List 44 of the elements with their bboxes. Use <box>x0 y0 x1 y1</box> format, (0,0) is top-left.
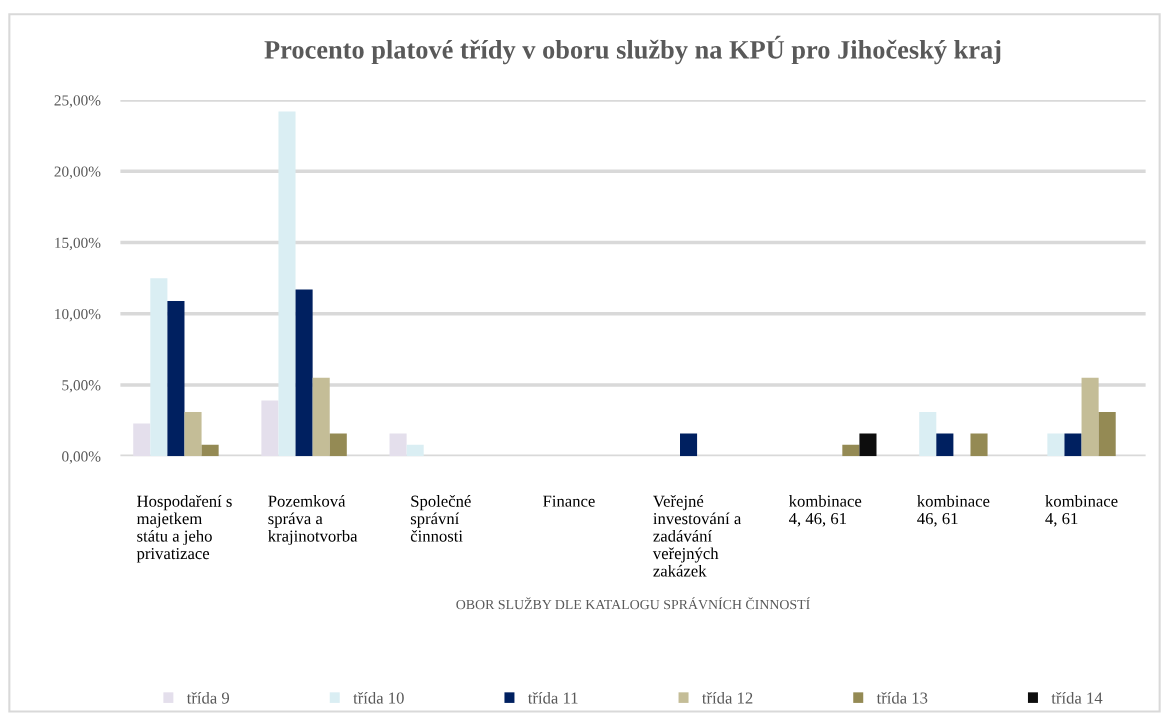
y-tick-label: 5,00% <box>62 380 101 393</box>
bar <box>1047 433 1065 457</box>
bar <box>278 111 296 457</box>
x-tick-label: Hospodaření s majetkem státu a jeho privatizace <box>136 495 232 563</box>
y-tick-label: 15,00% <box>55 237 101 251</box>
legend-label: třída 11 <box>527 691 578 704</box>
bar <box>312 377 330 457</box>
bar <box>261 400 279 457</box>
x-tick-label: kombinace 46, 61 <box>917 495 990 527</box>
x-axis-title: OBOR SLUŽBY DLE KATALOGU SPRÁVNÍCH ČINNOSTÍ <box>456 597 810 610</box>
y-tick-label: 25,00% <box>54 95 101 108</box>
bar <box>150 278 168 457</box>
bar <box>389 433 407 457</box>
legend-label: třída 10 <box>353 691 404 704</box>
legend-label: třída 14 <box>1051 691 1103 704</box>
legend-label: třída 12 <box>702 691 753 704</box>
y-tick-label: 10,00% <box>55 308 101 322</box>
x-tick-label: Pozemková správa a krajinotvorba <box>268 495 358 546</box>
x-tick-label: kombinace 4, 46, 61 <box>789 495 862 527</box>
y-tick-label: 0,00% <box>62 451 101 464</box>
bar <box>133 423 151 457</box>
x-tick-label: kombinace 4, 61 <box>1045 495 1118 527</box>
bar <box>919 412 937 457</box>
bar <box>295 289 313 457</box>
bar <box>406 444 424 457</box>
bar <box>936 433 954 457</box>
bar <box>842 444 860 457</box>
x-tick-label: Finance <box>543 495 595 507</box>
x-tick-label: Veřejné investování a zadávání veřejných zakázek <box>652 495 742 577</box>
legend-label: třída 9 <box>186 691 230 704</box>
bar <box>1098 412 1116 457</box>
bar <box>1081 377 1099 457</box>
bar <box>859 433 877 457</box>
bar <box>329 433 347 457</box>
bar <box>184 412 202 457</box>
bar <box>680 433 698 457</box>
bar <box>1064 433 1082 457</box>
chart-title: Procento platové třídy v oboru služby na KPÚ pro Jihočeský kraj <box>264 35 1001 65</box>
bar <box>167 300 185 457</box>
y-tick-label: 20,00% <box>54 166 101 179</box>
x-tick-label: Společné správní činnosti <box>410 495 471 542</box>
bar <box>201 444 219 457</box>
bar <box>970 433 988 457</box>
legend-label: třída 13 <box>876 691 928 704</box>
